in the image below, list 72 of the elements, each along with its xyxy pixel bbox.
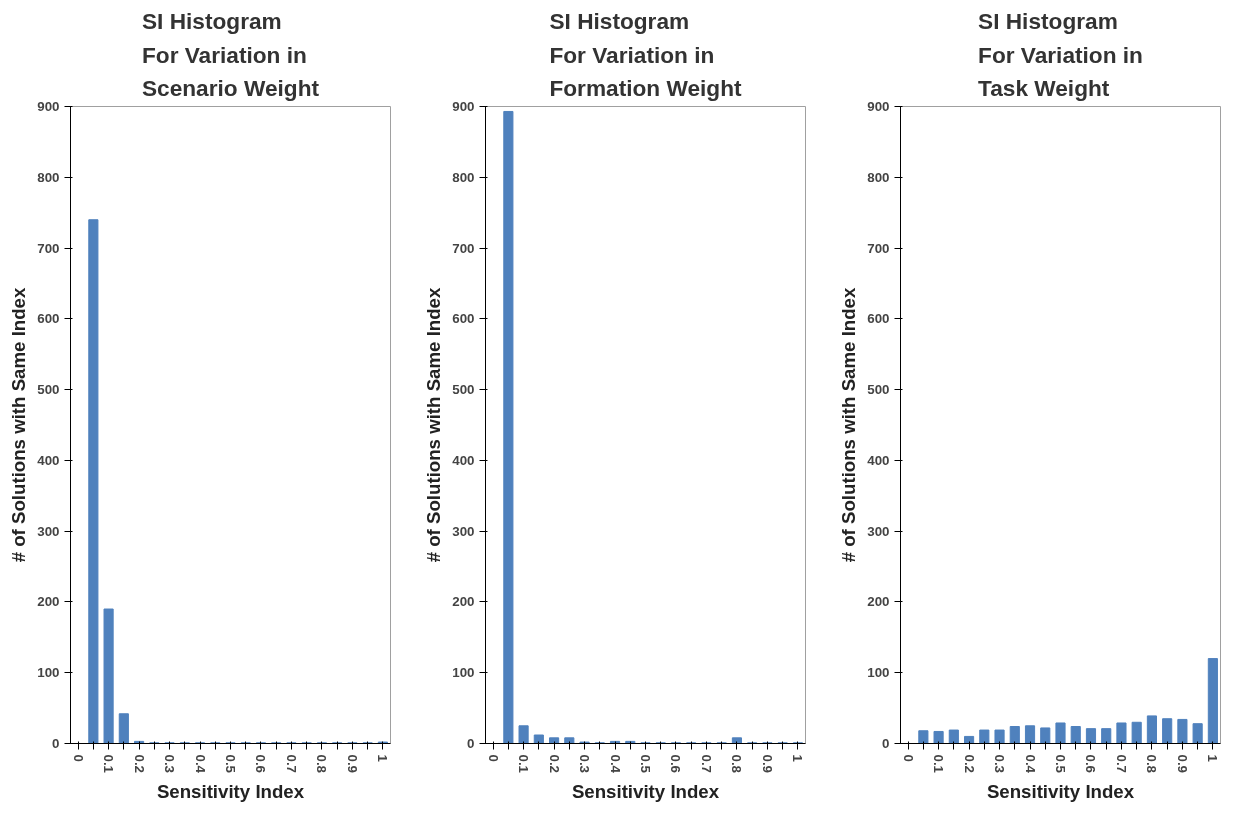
y-tick-label: 900 [867, 99, 890, 114]
y-tick-label: 0 [467, 736, 475, 751]
x-tick-label: 0.7 [698, 754, 714, 774]
x-tick-label: 0.1 [931, 754, 947, 774]
y-tick-label: 900 [452, 99, 475, 114]
y-tick-label: 400 [452, 452, 475, 468]
y-tick-label: 700 [867, 240, 890, 256]
chart-title: SI Histogram For Variation in Scenario Weight [141, 7, 320, 102]
y-tick-label: 100 [452, 665, 475, 681]
x-tick-label: 0.7 [283, 754, 299, 774]
x-tick-label: 0.4 [607, 754, 623, 774]
y-tick-label: 900 [37, 99, 60, 114]
x-tick-label: 0.4 [192, 754, 208, 774]
x-tick-label: 0.6 [1083, 754, 1099, 774]
x-tick-label: 0.1 [516, 754, 532, 774]
y-tick-label: 800 [37, 169, 60, 185]
x-tick-label: 0.5 [1053, 754, 1068, 774]
y-tick-label: 300 [867, 523, 890, 539]
y-tick-label: 100 [867, 665, 890, 681]
x-tick-label: 0.3 [992, 754, 1008, 774]
y-tick-label: 0 [882, 736, 890, 751]
x-tick-label: 0.4 [1022, 754, 1038, 774]
y-tick-label: 700 [37, 240, 60, 256]
x-tick-label: 0.9 [1174, 754, 1190, 774]
x-tick-label: 0.2 [546, 754, 562, 774]
x-tick-label: 0.9 [759, 754, 775, 774]
x-tick-label: 0 [70, 754, 86, 762]
y-tick-label: 400 [867, 452, 890, 468]
x-tick-label: 0.6 [668, 754, 684, 774]
x-axis-title: Sensitivity Index [986, 781, 1135, 803]
y-tick-label: 100 [37, 665, 60, 681]
y-tick-label: 500 [37, 382, 60, 398]
x-tick-label: 0.1 [101, 754, 117, 774]
x-tick-label: 0.8 [729, 754, 745, 774]
y-tick-label: 200 [37, 594, 60, 610]
y-tick-label: 300 [37, 523, 60, 539]
x-tick-label: 0.8 [314, 754, 330, 774]
x-axis-title: Sensitivity Index [571, 781, 720, 803]
y-tick-label: 200 [867, 594, 890, 610]
x-tick-label: 0.2 [131, 754, 147, 774]
x-tick-label: 0.2 [961, 754, 977, 774]
y-axis-title: # of Solutions with Same Index [838, 287, 860, 563]
x-tick-label: 1 [790, 754, 806, 763]
x-tick-label: 0 [900, 754, 916, 762]
y-tick-label: 800 [867, 169, 890, 185]
x-tick-label: 0.6 [253, 754, 269, 774]
chart-title: SI Histogram For Variation in Formation Weight [549, 7, 743, 102]
y-axis-title: # of Solutions with Same Index [423, 287, 445, 563]
y-tick-label: 600 [452, 311, 475, 327]
x-tick-label: 0.5 [638, 754, 653, 774]
y-tick-label: 500 [452, 382, 475, 398]
y-tick-label: 200 [452, 594, 475, 610]
y-tick-label: 800 [452, 169, 475, 185]
x-tick-label: 0.3 [577, 754, 593, 774]
y-tick-label: 300 [452, 523, 475, 539]
x-tick-label: 0.9 [344, 754, 360, 774]
y-tick-label: 400 [37, 452, 60, 468]
x-tick-label: 0.7 [1113, 754, 1129, 774]
x-tick-label: 0.8 [1144, 754, 1160, 774]
y-tick-label: 600 [867, 311, 890, 327]
chart-title: SI Histogram For Variation in Task Weight [978, 7, 1143, 102]
x-tick-label: 1 [1205, 754, 1221, 763]
y-tick-label: 500 [867, 382, 890, 398]
x-tick-label: 0.5 [223, 754, 238, 774]
x-axis-title: Sensitivity Index [156, 781, 305, 803]
x-tick-label: 0.3 [162, 754, 178, 774]
y-tick-label: 0 [52, 736, 60, 751]
y-tick-label: 700 [452, 240, 475, 256]
y-axis-title: # of Solutions with Same Index [8, 287, 30, 563]
x-tick-label: 1 [375, 754, 391, 763]
y-tick-label: 600 [37, 311, 60, 327]
x-tick-label: 0 [485, 754, 501, 762]
